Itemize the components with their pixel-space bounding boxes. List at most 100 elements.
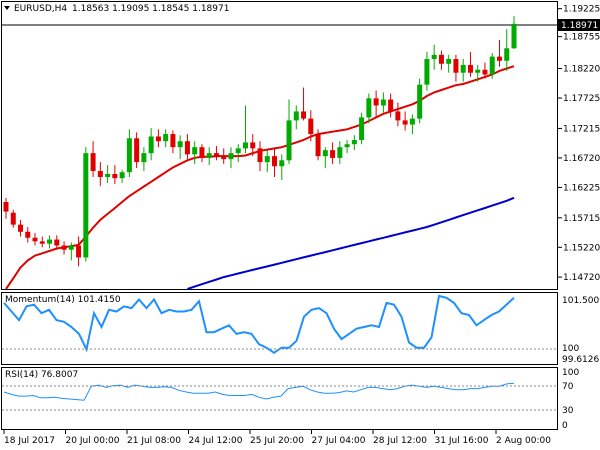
candle (315, 129, 321, 161)
candle-body (417, 84, 423, 119)
candle-body (148, 136, 154, 154)
candle (83, 147, 89, 262)
candle (228, 147, 234, 169)
time-tick-label: 27 Jul 04:00 (312, 436, 366, 446)
momentum-title: Momentum(14) 101.4150 (5, 295, 121, 305)
candle-body (272, 156, 278, 167)
candle (213, 146, 219, 161)
candle (438, 50, 444, 70)
candle (388, 93, 394, 118)
candle (192, 141, 198, 164)
time-tick-label: 25 Jul 20:00 (250, 436, 304, 446)
rsi-tick-100: 100 (562, 368, 579, 378)
candle-body (155, 136, 161, 142)
candle (286, 99, 292, 164)
candle-body (3, 202, 9, 212)
candle-body (105, 174, 111, 177)
candle (308, 110, 314, 142)
rsi-layer (3, 382, 515, 401)
candle-body (467, 64, 473, 73)
candle-body (344, 144, 350, 148)
candle (380, 92, 386, 113)
candle (409, 114, 415, 135)
candle-body (126, 138, 132, 173)
candle-body (134, 138, 140, 163)
time-tick-label: 21 Jul 08:00 (127, 436, 181, 446)
candle (496, 39, 502, 67)
time-tick-label: 31 Jul 16:00 (435, 436, 489, 446)
candle-body (388, 99, 394, 112)
candle (242, 105, 248, 154)
price-tick-label: 1.18755 (563, 33, 600, 43)
candle (489, 53, 495, 79)
rsi-tick-70: 70 (562, 382, 574, 392)
candle (446, 54, 452, 73)
time-tick-label: 24 Jul 12:00 (189, 436, 243, 446)
candle (184, 134, 190, 160)
candle (235, 144, 241, 163)
momentum-tick-mid: 100 (562, 344, 579, 354)
candle (148, 128, 154, 161)
candle (453, 54, 459, 82)
candle-body (257, 148, 263, 163)
candle-body (373, 98, 379, 106)
candle-body (47, 239, 53, 244)
candle-body (453, 59, 459, 73)
rsi-tick-0: 0 (562, 421, 568, 431)
candle-body (351, 140, 357, 145)
candle (10, 209, 16, 228)
candle-body (119, 172, 125, 179)
price-tick-label: 1.18220 (563, 65, 600, 75)
candle (431, 44, 437, 70)
candle-body (213, 153, 219, 157)
candle-body (76, 245, 82, 258)
candle-body (264, 156, 270, 163)
candle-body (242, 142, 248, 149)
rsi-line (3, 382, 515, 401)
candle (18, 219, 24, 237)
rsi-tick-30: 30 (562, 406, 574, 416)
candle-body (199, 147, 205, 158)
candle (475, 64, 481, 82)
candle (395, 102, 401, 127)
current-price-tag (558, 19, 600, 31)
candle (68, 242, 74, 261)
candle (337, 141, 343, 164)
candle (112, 165, 118, 185)
candle-body (68, 245, 74, 250)
candle-body (279, 160, 285, 167)
candle (250, 134, 256, 157)
candle (460, 59, 466, 82)
candle (301, 87, 307, 121)
candle (344, 140, 350, 154)
price-tick-label: 1.17725 (563, 94, 600, 104)
momentum-panel-frame (1, 292, 558, 365)
candle-body (18, 224, 24, 232)
candle (373, 90, 379, 118)
candle (330, 142, 336, 164)
candle (206, 147, 212, 166)
candle-body (97, 171, 103, 177)
candle-body (308, 118, 314, 135)
candle (25, 227, 31, 243)
price-panel-frame (1, 1, 558, 290)
momentum-line (3, 294, 515, 355)
time-axis: 18 Jul 2017 20 Jul 00:00 21 Jul 08:00 24 Ju… (3, 430, 551, 446)
price-tick-label: 1.14720 (563, 273, 600, 283)
price-tick-label: 1.16225 (563, 183, 600, 193)
candle (119, 169, 125, 183)
candle (279, 154, 285, 180)
candle (76, 236, 82, 267)
candle (293, 105, 299, 130)
candle (32, 232, 38, 246)
candle-body (228, 153, 234, 160)
candle (402, 111, 408, 131)
candle-body (54, 239, 60, 246)
triangle-down-icon[interactable] (4, 6, 10, 10)
candle (155, 129, 161, 148)
candle-body (192, 147, 198, 155)
candle-body (431, 54, 437, 60)
candle (322, 147, 328, 169)
sma-fast-line (5, 65, 515, 290)
